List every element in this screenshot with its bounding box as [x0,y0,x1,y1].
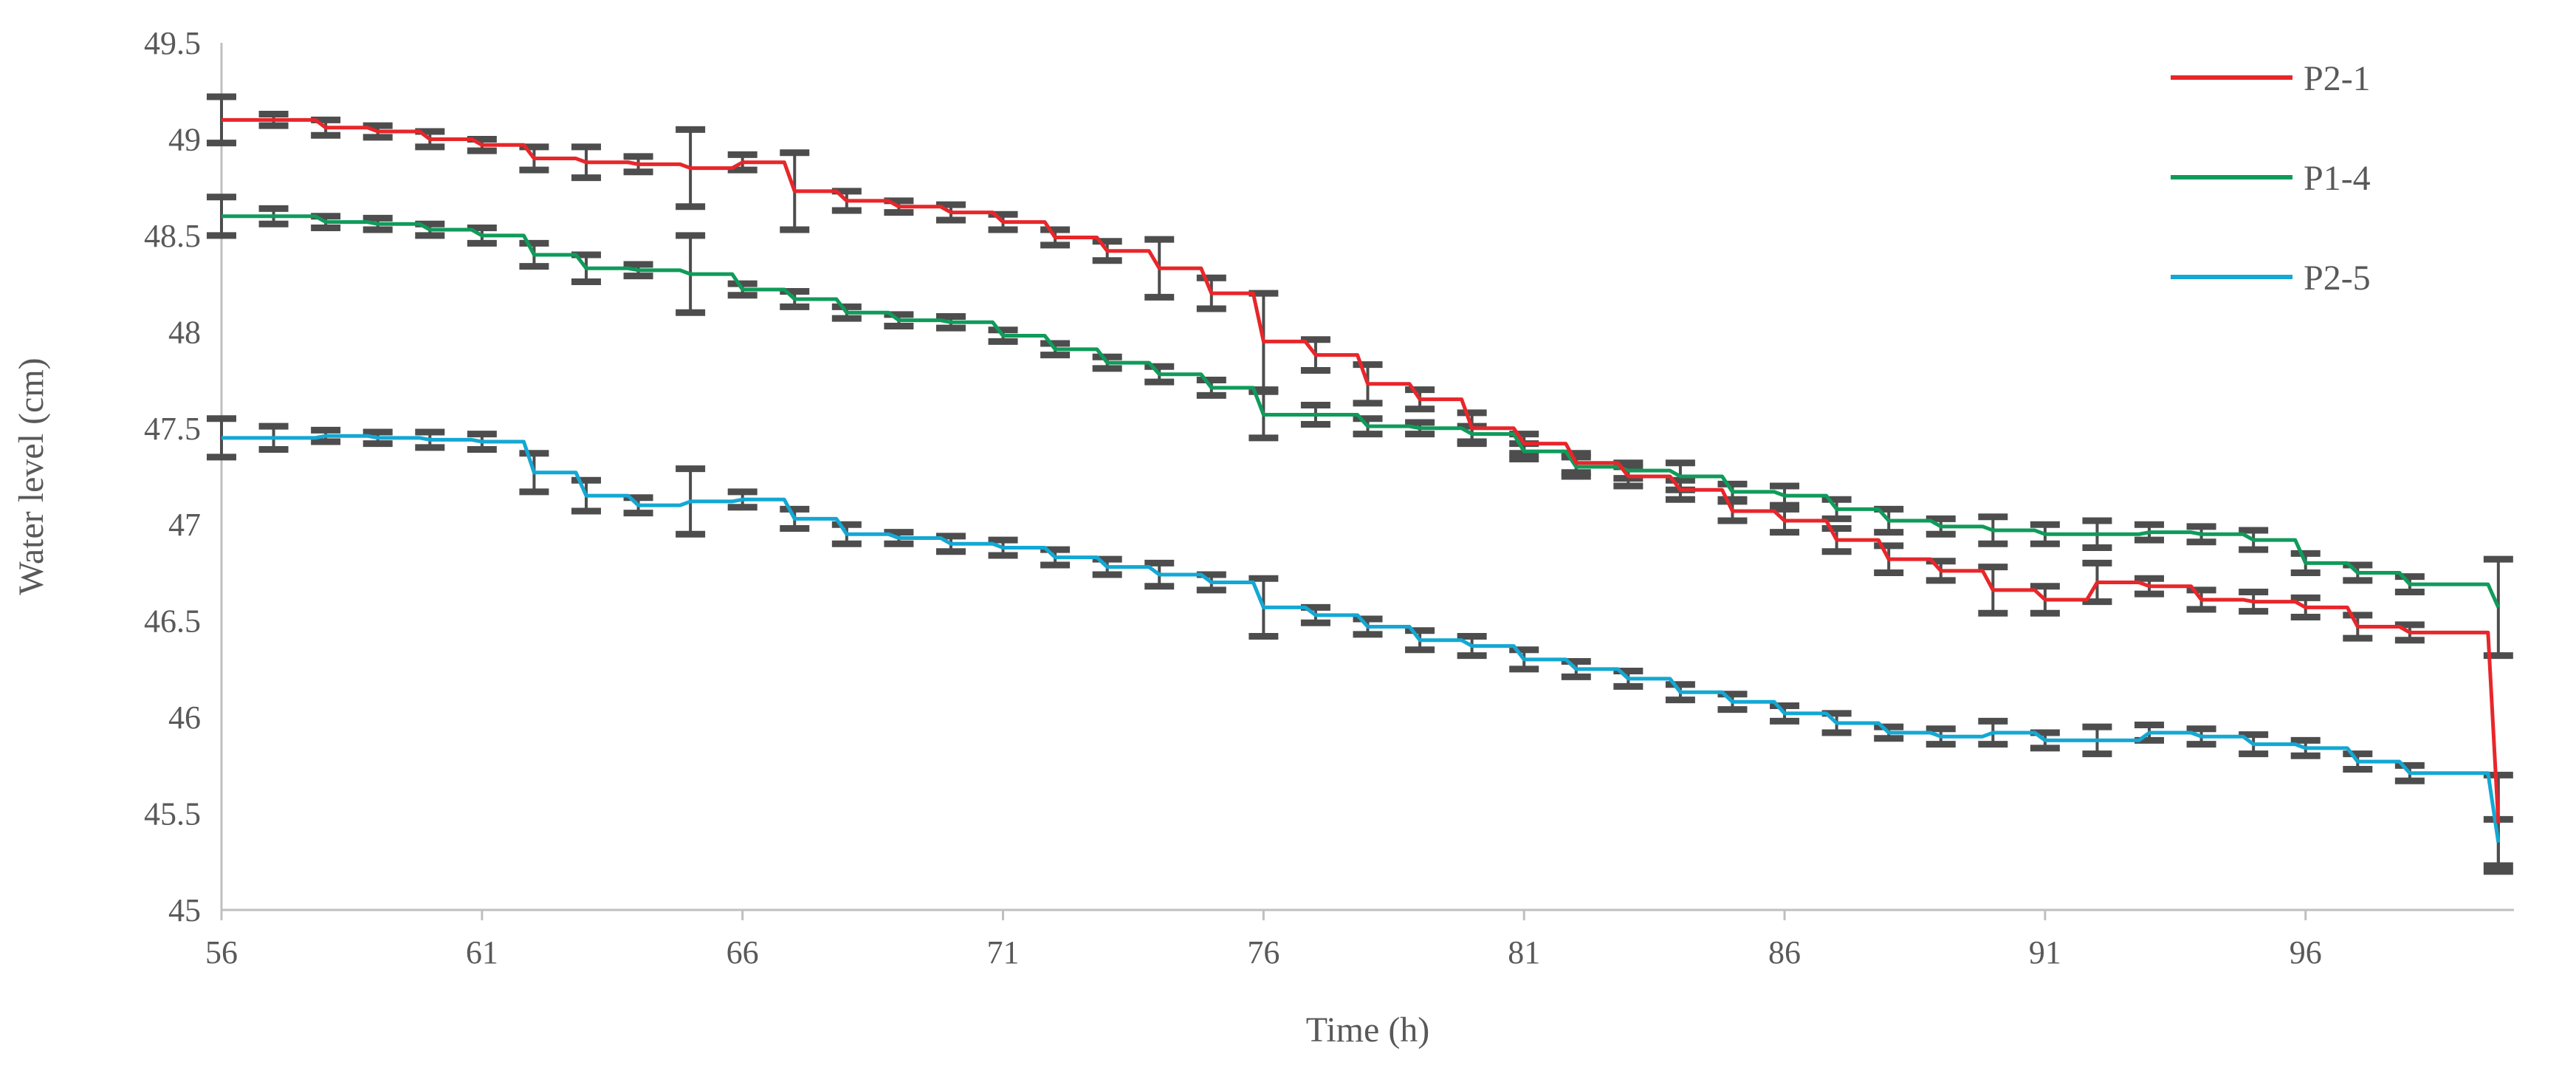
x-tick-label: 86 [1768,934,1801,971]
y-tick-label: 49 [168,121,201,157]
y-tick-label: 48 [168,314,201,350]
series-line-p2-1 [221,117,2501,824]
y-axis-tick-labels: 45 45.5 46 46.5 47 47.5 48 48.5 49 49.5 [144,25,201,928]
series-lines [221,117,2501,843]
x-tick-label: 81 [1508,934,1540,971]
y-tick-label: 47.5 [144,411,201,447]
legend: P2-1 P1-4 P2-5 [2171,59,2371,298]
x-tick-label: 91 [2029,934,2061,971]
x-tick-label: 76 [1247,934,1280,971]
legend-label: P2-1 [2304,59,2371,98]
x-axis-title: Time (h) [1306,1010,1430,1050]
y-tick-label: 48.5 [144,218,201,254]
y-axis-title: Water level (cm) [12,357,51,595]
legend-label: P2-5 [2304,259,2371,298]
axes [220,43,2514,911]
y-tick-label: 45 [168,892,201,928]
x-tick-label: 71 [987,934,1020,971]
y-tick-label: 49.5 [144,25,201,61]
series-line-p1-4 [221,214,2501,609]
error-bars [207,93,2513,875]
y-tick-label: 47 [168,507,201,543]
series-line-p2-5 [221,434,2501,843]
x-tick-label: 61 [466,934,498,971]
x-axis-ticks [220,910,2307,920]
legend-label: P1-4 [2304,159,2371,198]
x-tick-label: 66 [727,934,759,971]
x-axis-tick-labels: 56 61 66 71 76 81 86 91 96 [205,934,2322,971]
y-tick-label: 46.5 [144,603,201,640]
y-tick-label: 46 [168,699,201,736]
y-tick-label: 45.5 [144,796,201,832]
x-tick-label: 56 [205,934,238,971]
x-tick-label: 96 [2290,934,2322,971]
